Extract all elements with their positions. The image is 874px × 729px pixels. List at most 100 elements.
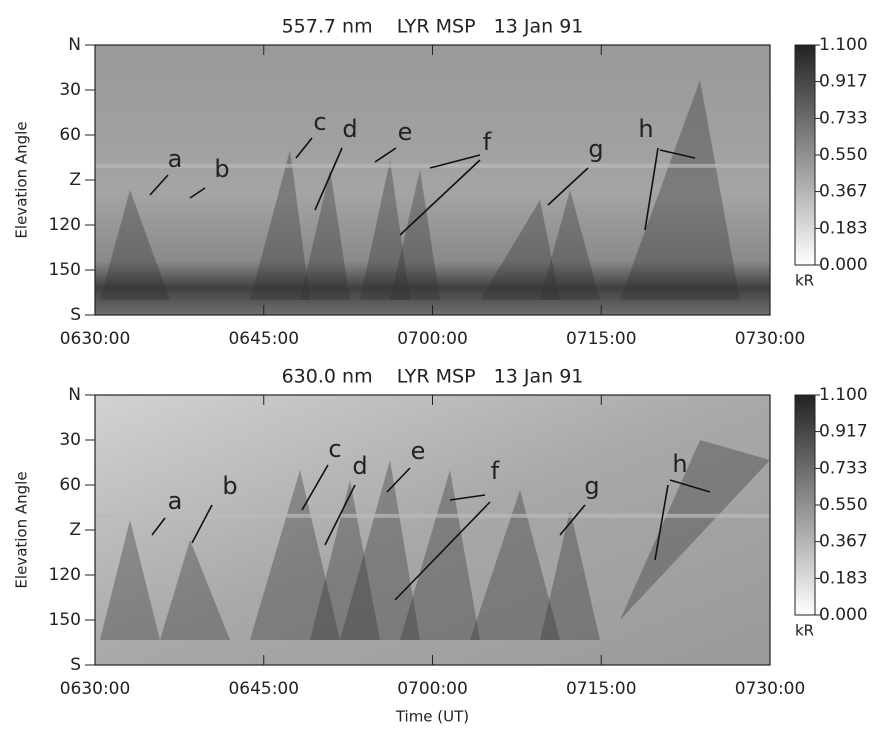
y-tick-label: 60 [59,475,81,495]
annotation-pointer [644,147,659,231]
keogram-texture [620,440,770,620]
panel-title: 557.7 nm LYR MSP 13 Jan 91 [282,16,584,38]
annotation-pointer [386,467,411,493]
annotation-label: h [672,450,687,478]
annotation-pointer [394,501,491,601]
annotation-pointer [149,174,169,196]
y-tick-label: Z [69,520,81,540]
annotation-pointer [374,147,397,163]
colorbar-tick-label: 0.367 [819,182,868,202]
keogram-texture [360,160,410,300]
keogram-texture [400,470,480,640]
y-tick-label: 150 [49,260,81,280]
annotation-pointer [669,479,711,493]
keogram-texture [250,470,340,640]
panel-title: 630.0 nm LYR MSP 13 Jan 91 [282,366,584,388]
colorbar [794,44,816,266]
annotation-label: d [352,452,367,480]
annotation-label: b [214,155,229,183]
annotation-pointer [559,504,586,536]
y-tick-label: N [68,385,81,405]
annotation-pointer [151,517,166,536]
keogram-texture [390,170,440,300]
annotation-pointer [659,149,696,159]
keogram-texture [620,80,740,300]
annotation-pointer [449,494,486,501]
y-tick-label: Z [69,170,81,190]
colorbar-tick-label: 0.183 [819,568,868,588]
colorbar-tick-label: 0.550 [819,145,868,165]
annotation-label: f [491,457,500,485]
keogram-texture [250,150,310,300]
annotation-pointer [295,137,313,159]
x-tick-label: 0730:00 [735,679,806,699]
y-tick-label: 30 [59,80,81,100]
x-tick-label: 0630:00 [60,329,131,349]
annotation-pointer [301,464,329,511]
colorbar-tick-label: 0.733 [819,108,868,128]
annotation-label: e [398,118,413,146]
y-tick-label: 60 [59,125,81,145]
x-tick-label: 0730:00 [735,329,806,349]
x-axis-label: Time (UT) [395,708,469,726]
x-tick-label: 0700:00 [397,679,468,699]
x-tick-label: 0700:00 [397,329,468,349]
colorbar-tick-label: 0.000 [819,605,868,625]
annotation-label: h [638,115,653,143]
y-tick-label: S [70,305,81,325]
annotation-label: f [483,128,492,156]
keogram-texture [480,200,560,300]
annotation-label: c [328,435,341,463]
annotation-pointer [324,484,356,546]
colorbar-tick-label: 0.917 [819,72,868,92]
annotation-label: b [222,472,237,500]
keogram-texture [160,540,230,640]
y-tick-label: 120 [49,565,81,585]
keogram-texture [310,480,380,640]
annotation-pointer [654,484,669,561]
keogram-image [95,45,770,315]
annotation-pointer [399,159,481,236]
colorbar-tick-label: 0.183 [819,218,868,238]
annotation-label: g [584,472,599,500]
colorbar-unit: kR [795,272,814,290]
y-tick-label: 120 [49,215,81,235]
keogram-texture [300,170,350,300]
annotation-pointer [429,154,481,169]
annotation-label: e [411,437,426,465]
annotation-pointer [314,147,343,211]
colorbar-unit: kR [795,622,814,640]
annotation-pointer [547,167,589,206]
x-tick-label: 0630:00 [60,679,131,699]
y-tick-label: 30 [59,430,81,450]
x-tick-label: 0715:00 [566,329,637,349]
keogram-texture [100,520,160,640]
annotation-label: a [168,145,183,173]
keogram-image [95,395,770,665]
y-axis-label: Elevation Angle [13,471,31,588]
colorbar-tick-label: 1.100 [819,385,868,405]
colorbar-tick-label: 1.100 [819,35,868,55]
y-axis-label: Elevation Angle [13,121,31,238]
colorbar-tick-label: 0.000 [819,255,868,275]
keogram-band [95,163,770,168]
colorbar-tick-label: 0.733 [819,458,868,478]
keogram-texture [100,190,170,300]
x-tick-label: 0645:00 [228,329,299,349]
colorbar-tick-label: 0.367 [819,532,868,552]
keogram-band [95,513,770,518]
y-tick-label: S [70,655,81,675]
colorbar-tick-label: 0.917 [819,422,868,442]
y-tick-label: N [68,35,81,55]
colorbar-tick-label: 0.550 [819,495,868,515]
y-tick-label: 150 [49,610,81,630]
x-tick-label: 0645:00 [228,679,299,699]
annotation-label: d [342,115,357,143]
annotation-label: c [313,108,326,136]
keogram-texture [470,490,560,640]
x-tick-label: 0715:00 [566,679,637,699]
annotation-pointer [189,187,206,199]
keogram-texture [540,190,600,300]
annotation-label: g [588,135,603,163]
